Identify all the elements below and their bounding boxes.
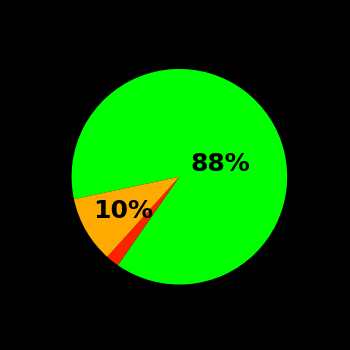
Wedge shape [72, 69, 287, 285]
Wedge shape [74, 177, 179, 257]
Wedge shape [107, 177, 179, 265]
Text: 88%: 88% [190, 152, 250, 176]
Text: 10%: 10% [93, 199, 153, 223]
